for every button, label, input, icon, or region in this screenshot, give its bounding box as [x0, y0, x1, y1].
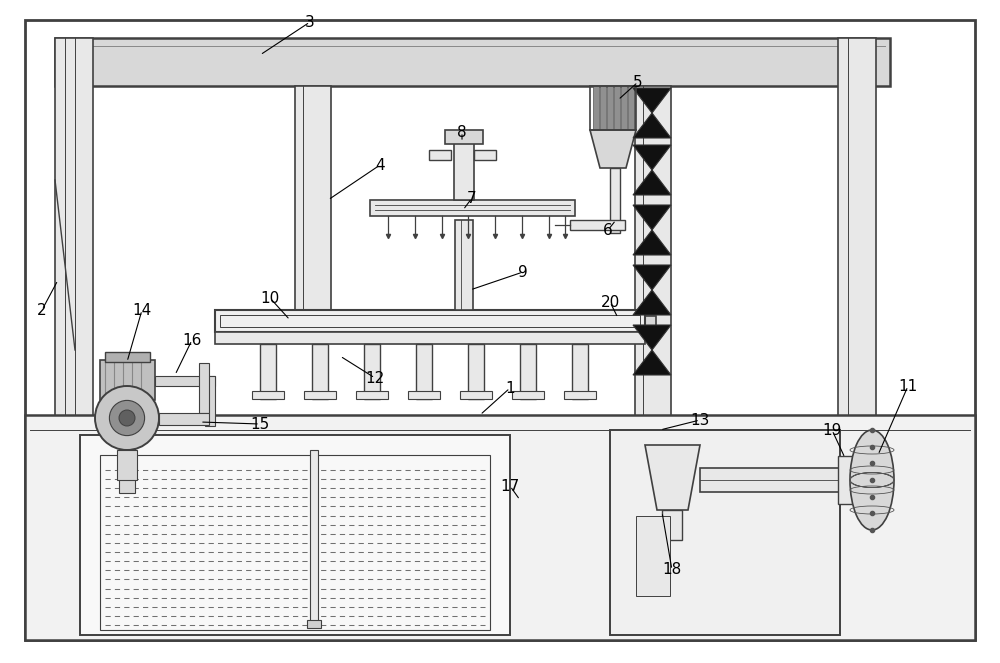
Bar [100, 455, 490, 630]
Text: 4: 4 [375, 158, 385, 172]
Bar [199, 363, 209, 413]
Text: 18: 18 [662, 562, 682, 577]
Bar [600, 86, 606, 130]
Bar [310, 450, 318, 625]
Bar [155, 376, 215, 386]
Bar [356, 391, 388, 399]
Bar [416, 344, 432, 399]
Bar [215, 310, 645, 332]
Bar [429, 150, 451, 160]
Bar [105, 352, 150, 362]
Text: 2: 2 [37, 302, 47, 318]
Bar [607, 86, 613, 130]
Bar [610, 168, 620, 233]
Bar [590, 86, 636, 130]
Polygon shape [633, 88, 671, 138]
Bar [468, 344, 484, 399]
Text: 7: 7 [467, 190, 477, 206]
Bar [628, 86, 634, 130]
Bar [454, 140, 474, 200]
Bar [312, 344, 328, 399]
Bar [445, 130, 483, 144]
Bar [364, 344, 380, 399]
Text: 19: 19 [822, 422, 842, 438]
Text: 11: 11 [898, 379, 918, 394]
Bar [636, 516, 670, 596]
Bar [570, 220, 625, 230]
Text: 17: 17 [500, 479, 520, 493]
Bar [460, 391, 492, 399]
Bar [520, 344, 536, 399]
Bar [572, 344, 588, 399]
Text: 8: 8 [457, 125, 467, 139]
Bar [295, 86, 331, 316]
Polygon shape [645, 445, 700, 510]
Polygon shape [590, 130, 636, 168]
Bar [80, 435, 510, 635]
Bar [260, 344, 276, 399]
Bar [512, 391, 544, 399]
Bar [474, 150, 496, 160]
Bar [119, 448, 135, 493]
Bar [100, 360, 155, 400]
Bar [838, 456, 860, 504]
Bar [307, 620, 321, 628]
Text: 10: 10 [260, 290, 280, 306]
Bar [455, 220, 473, 310]
Polygon shape [633, 325, 671, 375]
Bar [220, 315, 640, 327]
Text: 5: 5 [633, 74, 643, 90]
Bar [610, 430, 840, 635]
Text: 12: 12 [365, 371, 385, 385]
Bar [700, 468, 865, 492]
Circle shape [95, 386, 159, 450]
Text: 3: 3 [305, 15, 315, 29]
Bar [252, 391, 284, 399]
Bar [304, 391, 336, 399]
Bar [205, 376, 215, 426]
Bar [55, 38, 890, 86]
Bar [370, 200, 575, 216]
Text: 6: 6 [603, 223, 613, 237]
Bar [662, 510, 682, 540]
Bar [614, 86, 620, 130]
Bar [55, 38, 93, 608]
Text: 14: 14 [132, 302, 152, 318]
Bar [117, 450, 137, 480]
Text: 13: 13 [690, 412, 710, 428]
Bar [564, 391, 596, 399]
Text: 1: 1 [505, 381, 515, 396]
Text: 15: 15 [250, 416, 270, 432]
Polygon shape [633, 265, 671, 315]
Bar [640, 316, 656, 336]
Bar [159, 413, 209, 425]
Text: 9: 9 [518, 265, 528, 280]
Text: 20: 20 [600, 294, 620, 310]
Bar [595, 316, 640, 336]
Circle shape [109, 400, 145, 436]
Polygon shape [633, 145, 671, 195]
Bar [25, 415, 975, 640]
Bar [635, 86, 671, 566]
Bar [838, 38, 876, 608]
Text: 16: 16 [182, 333, 202, 347]
Bar [621, 86, 627, 130]
Ellipse shape [850, 430, 894, 530]
Circle shape [119, 410, 135, 426]
Bar [215, 332, 645, 344]
Bar [593, 86, 599, 130]
Polygon shape [633, 205, 671, 255]
Bar [408, 391, 440, 399]
